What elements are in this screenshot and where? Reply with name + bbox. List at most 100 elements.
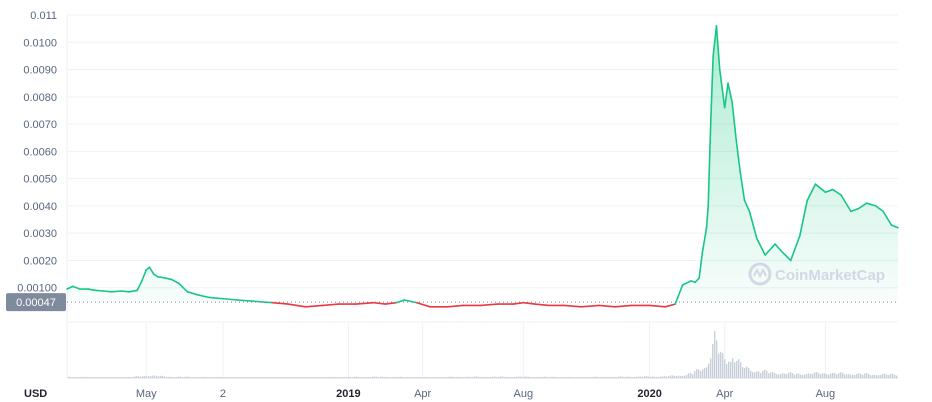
volume-bar — [832, 372, 834, 378]
volume-bar — [808, 373, 810, 378]
volume-bar — [110, 376, 112, 378]
price-segment-below — [479, 303, 499, 307]
volume-bar — [896, 375, 898, 378]
price-segment-above — [140, 269, 148, 284]
volume-bar — [712, 344, 714, 378]
x-tick-label: Aug — [514, 388, 534, 400]
volume-bar — [828, 374, 830, 378]
volume-bar — [206, 376, 208, 378]
volume-bar — [512, 377, 514, 378]
volume-bar — [560, 377, 562, 378]
volume-bar — [326, 377, 328, 378]
volume-bar — [816, 372, 818, 378]
volume-bar — [302, 377, 304, 378]
volume-bar — [320, 377, 322, 378]
price-segment-above — [882, 210, 893, 226]
volume-bar — [612, 376, 614, 378]
volume-bar — [452, 376, 454, 378]
volume-bar — [268, 377, 270, 378]
volume-bar — [834, 372, 836, 378]
volume-bar — [608, 377, 610, 378]
watermark-text: CoinMarketCap — [775, 267, 885, 284]
volume-bar — [422, 377, 424, 378]
volume-bar — [348, 376, 350, 378]
volume-bar — [328, 377, 330, 378]
price-segment-above — [195, 293, 209, 299]
baseline-label: 0.00047 — [16, 297, 56, 309]
volume-bar — [84, 376, 86, 378]
volume-bar — [472, 376, 474, 378]
volume-bar — [132, 377, 134, 378]
volume-bar — [248, 377, 250, 378]
price-segment-below — [512, 301, 525, 305]
volume-bar — [244, 377, 246, 378]
volume-bar — [188, 376, 190, 378]
volume-bar — [334, 377, 336, 378]
volume-bar — [200, 377, 202, 378]
volume-bar — [382, 376, 384, 378]
volume-bar — [676, 375, 678, 378]
volume-bar — [666, 376, 668, 378]
volume-bar — [468, 376, 470, 378]
volume-bar — [230, 376, 232, 378]
volume-bar — [418, 377, 420, 378]
volume-bar — [224, 377, 226, 378]
volume-bar — [78, 376, 80, 378]
price-segment-above — [723, 82, 729, 109]
volume-bar — [126, 377, 128, 378]
volume-bar — [734, 362, 736, 378]
volume-bar — [336, 377, 338, 378]
volume-bar — [792, 373, 794, 378]
volume-bar — [400, 376, 402, 378]
price-segment-above — [705, 205, 709, 229]
volume-bar — [240, 377, 242, 378]
x-tick-label: 2 — [220, 388, 226, 400]
volume-bar — [372, 376, 374, 378]
volume-bar — [782, 373, 784, 378]
price-segment-above — [136, 281, 143, 292]
price-segment-above — [824, 188, 834, 194]
volume-bar — [872, 374, 874, 378]
price-segment-above — [237, 299, 256, 303]
volume-bar — [394, 377, 396, 378]
volume-bar — [524, 376, 526, 378]
volume-bar — [344, 377, 346, 378]
price-segment-below — [580, 304, 601, 308]
volume-bar — [98, 377, 100, 378]
volume-bar — [530, 377, 532, 378]
volume-bar — [392, 377, 394, 378]
volume-bar — [856, 373, 858, 378]
volume-bar — [850, 374, 852, 378]
volume-bar — [842, 372, 844, 378]
y-tick-label: 0.0040 — [23, 201, 57, 213]
volume-bar — [598, 377, 600, 378]
volume-bar — [434, 377, 436, 378]
price-segment-below — [304, 304, 324, 308]
volume-bar — [136, 376, 138, 378]
price-segment-above — [701, 226, 708, 254]
price-segment-above — [102, 290, 113, 293]
volume-bar — [824, 373, 826, 378]
price-segment-above — [171, 278, 181, 285]
volume-bar — [184, 376, 186, 378]
volume-bar — [690, 372, 692, 378]
volume-bar — [594, 376, 596, 378]
volume-bar — [528, 376, 530, 378]
volume-bar — [510, 377, 512, 378]
volume-bar — [766, 370, 768, 378]
x-tick-label: May — [136, 388, 157, 400]
volume-bar — [504, 376, 506, 378]
volume-bar — [426, 376, 428, 378]
price-segment-above — [756, 237, 766, 256]
volume-bar — [694, 371, 696, 378]
volume-bar — [592, 376, 594, 378]
volume-bar — [388, 377, 390, 378]
volume-bar — [490, 376, 492, 378]
price-segment-above — [712, 25, 718, 57]
volume-bar — [438, 377, 440, 378]
volume-bar — [848, 374, 850, 378]
volume-bar — [616, 377, 618, 378]
volume-bar — [376, 376, 378, 378]
x-tick-label: Aug — [816, 388, 836, 400]
